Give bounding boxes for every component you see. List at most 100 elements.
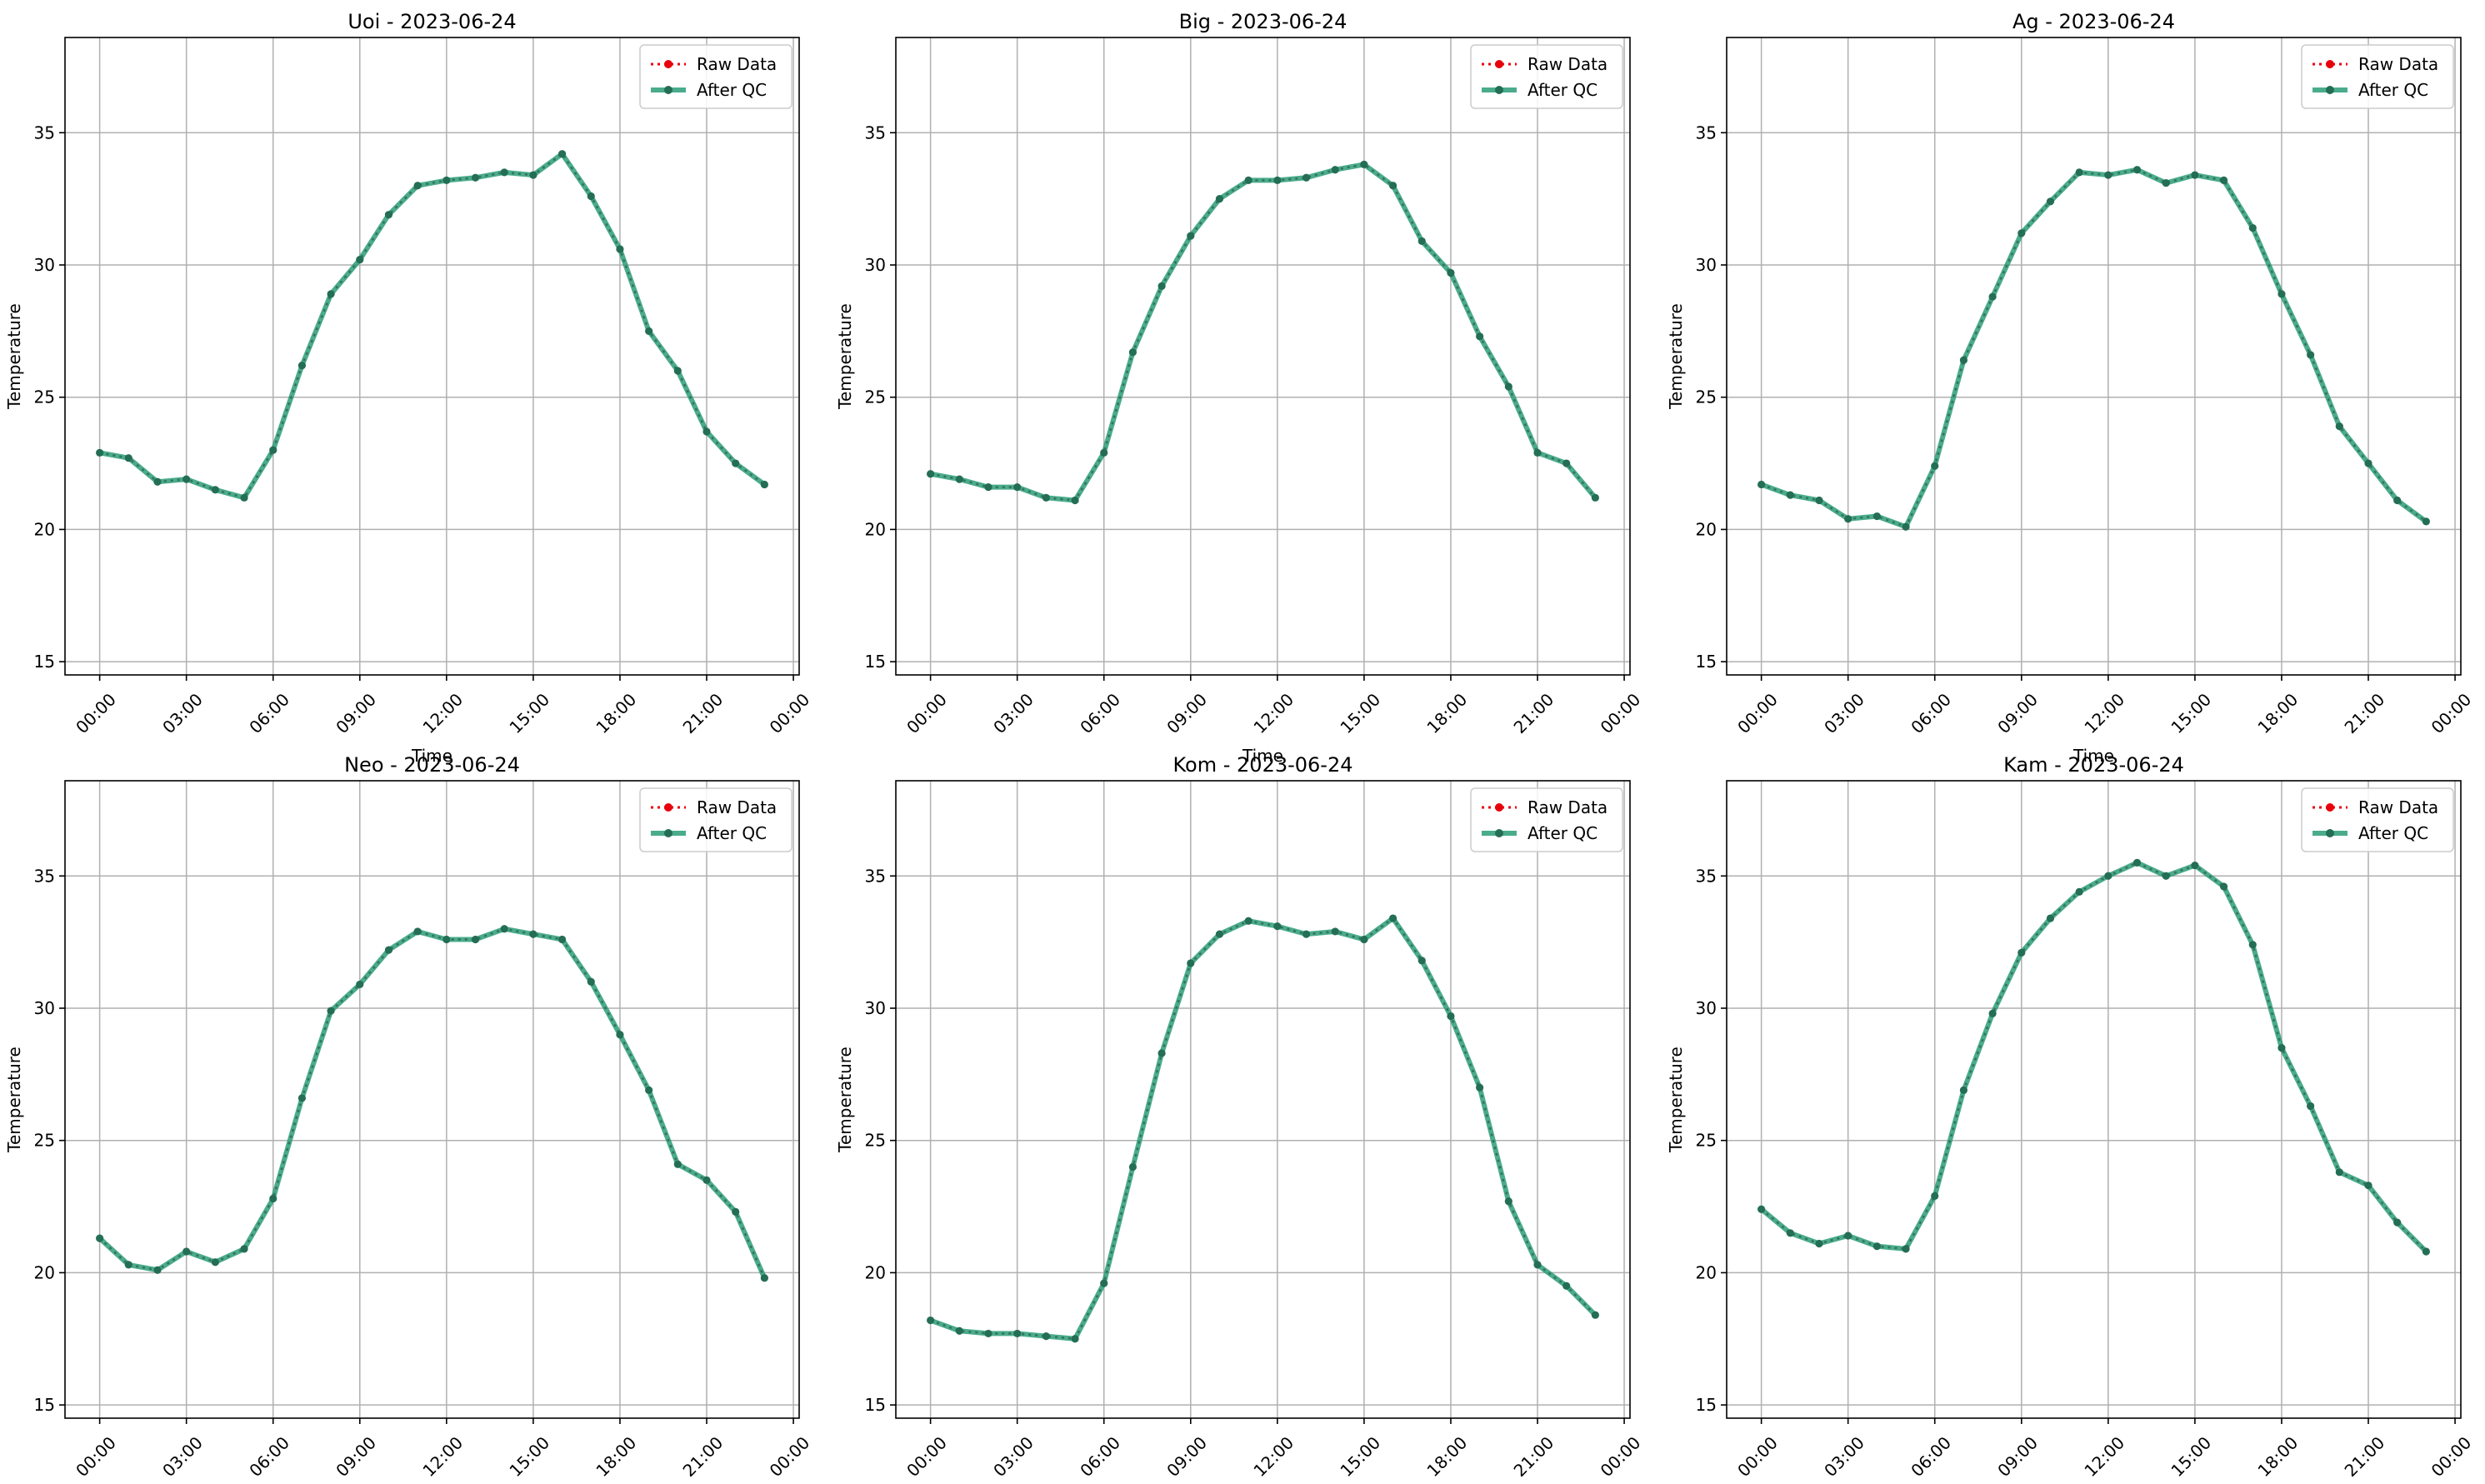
y-tick-label: 15 (1696, 652, 1717, 672)
y-tick-label: 35 (865, 866, 886, 886)
y-tick-label: 20 (1696, 1262, 1717, 1282)
data-point-after-qc (442, 176, 451, 185)
y-tick-label: 35 (865, 122, 886, 142)
data-point-after-qc (1872, 512, 1881, 521)
data-point-after-qc (2335, 1168, 2343, 1177)
x-tick-label: 12:00 (1249, 689, 1298, 737)
y-tick-label: 15 (865, 1395, 886, 1415)
data-point-after-qc (413, 182, 422, 190)
data-point-after-qc (2393, 496, 2402, 505)
x-tick-label: 15:00 (1336, 1432, 1384, 1481)
data-point-after-qc (182, 1247, 191, 1256)
subplot-title: Ag - 2023-06-24 (2012, 10, 2175, 33)
data-point-after-qc (2307, 1102, 2315, 1111)
x-tick-label: 09:00 (332, 1432, 380, 1481)
y-tick-label: 30 (1696, 255, 1717, 275)
data-point-after-qc (927, 1316, 935, 1325)
legend-marker-after-qc (2326, 86, 2334, 94)
y-tick-label: 15 (34, 652, 55, 672)
series-line-raw-data (1760, 861, 2428, 1253)
data-point-after-qc (2046, 914, 2055, 922)
data-point-after-qc (732, 1207, 740, 1217)
series-line-raw-overlay (99, 152, 765, 499)
data-point-after-qc (1128, 348, 1138, 357)
data-point-after-qc (2191, 861, 2199, 870)
data-point-after-qc (1071, 1335, 1079, 1343)
legend: Raw Data After QC (639, 787, 792, 852)
data-point-after-qc (1071, 496, 1079, 505)
subplot-panel: Ag - 2023-06-24 15 20 25 30 35 00:00 03:00 06:00… (1666, 10, 2475, 766)
data-point-after-qc (2132, 166, 2142, 174)
legend-marker-raw-data (2326, 60, 2334, 68)
data-point-after-qc (269, 1194, 278, 1203)
data-point-after-qc (587, 977, 595, 986)
plot-frame (895, 780, 1631, 1419)
data-point-after-qc (1562, 1282, 1571, 1290)
series-line-after-qc (930, 162, 1598, 503)
x-tick-label: 18:00 (1423, 689, 1472, 737)
data-point-after-qc (1447, 1012, 1455, 1021)
y-tick-label: 20 (34, 519, 55, 539)
data-point-after-qc (2162, 872, 2170, 880)
data-point-after-qc (442, 935, 451, 944)
x-tick-label: 00:00 (1597, 1432, 1645, 1481)
x-tick-label: 06:00 (1076, 689, 1124, 737)
legend-marker-raw-data (664, 60, 672, 68)
data-point-after-qc (1931, 1192, 1939, 1200)
y-tick-label: 30 (865, 998, 886, 1018)
data-point-after-qc (984, 1329, 992, 1338)
data-point-after-qc (702, 1176, 711, 1184)
series-line-raw-data (98, 927, 766, 1279)
data-point-after-qc (955, 475, 963, 483)
subplot-panel: Kam - 2023-06-24 15 20 25 30 35 00:00 03:00 06:0… (1666, 753, 2476, 1481)
data-point-after-qc (1815, 496, 1823, 505)
x-tick-label: 00:00 (902, 689, 951, 737)
x-tick-label: 12:00 (418, 689, 467, 737)
x-tick-label: 06:00 (1076, 1432, 1124, 1481)
x-tick-label: 21:00 (2341, 689, 2389, 737)
x-tick-label: 09:00 (1162, 689, 1211, 737)
x-tick-label: 03:00 (1820, 1432, 1868, 1481)
data-point-after-qc (96, 448, 104, 457)
plot-frame (1726, 37, 2462, 676)
x-tick-label: 00:00 (1733, 1432, 1782, 1481)
data-point-after-qc (471, 173, 480, 182)
data-point-after-qc (1902, 1245, 1910, 1253)
data-point-after-qc (96, 1234, 104, 1242)
y-tick-label: 20 (1696, 519, 1717, 539)
x-tick-label: 00:00 (2428, 1432, 2476, 1481)
series-line-raw-data (930, 162, 1597, 502)
x-tick-label: 18:00 (2254, 1432, 2302, 1481)
legend-marker-after-qc (664, 829, 672, 837)
legend-marker-raw-data (1495, 803, 1503, 812)
x-tick-label: 00:00 (1733, 689, 1782, 737)
data-point-after-qc (1360, 160, 1368, 168)
data-point-after-qc (2335, 422, 2343, 431)
y-tick-label: 15 (1696, 1395, 1717, 1415)
x-tick-label: 00:00 (1597, 689, 1645, 737)
data-point-after-qc (2278, 290, 2286, 298)
x-tick-label: 00:00 (766, 689, 814, 737)
legend-label-after-qc: After QC (1528, 823, 1598, 843)
data-point-after-qc (153, 477, 162, 486)
data-point-after-qc (2018, 229, 2026, 237)
data-point-after-qc (384, 211, 393, 219)
legend: Raw Data After QC (1470, 44, 1623, 109)
data-point-after-qc (356, 256, 364, 264)
data-point-after-qc (1331, 166, 1339, 174)
data-point-after-qc (955, 1327, 963, 1335)
y-axis-label: Temperature (835, 303, 855, 410)
legend: Raw Data After QC (2301, 44, 2454, 109)
subplot-title: Uoi - 2023-06-24 (348, 10, 516, 33)
y-tick-label: 30 (1696, 998, 1717, 1018)
x-tick-label: 18:00 (592, 689, 641, 737)
data-point-after-qc (1273, 176, 1282, 185)
data-point-after-qc (1815, 1239, 1823, 1248)
data-point-after-qc (645, 327, 653, 335)
data-point-after-qc (2132, 858, 2142, 867)
data-point-after-qc (984, 483, 992, 492)
legend-label-after-qc: After QC (697, 823, 767, 843)
y-tick-label: 35 (1696, 866, 1717, 886)
x-tick-label: 15:00 (2167, 1432, 2215, 1481)
x-tick-label: 15:00 (1336, 689, 1384, 737)
